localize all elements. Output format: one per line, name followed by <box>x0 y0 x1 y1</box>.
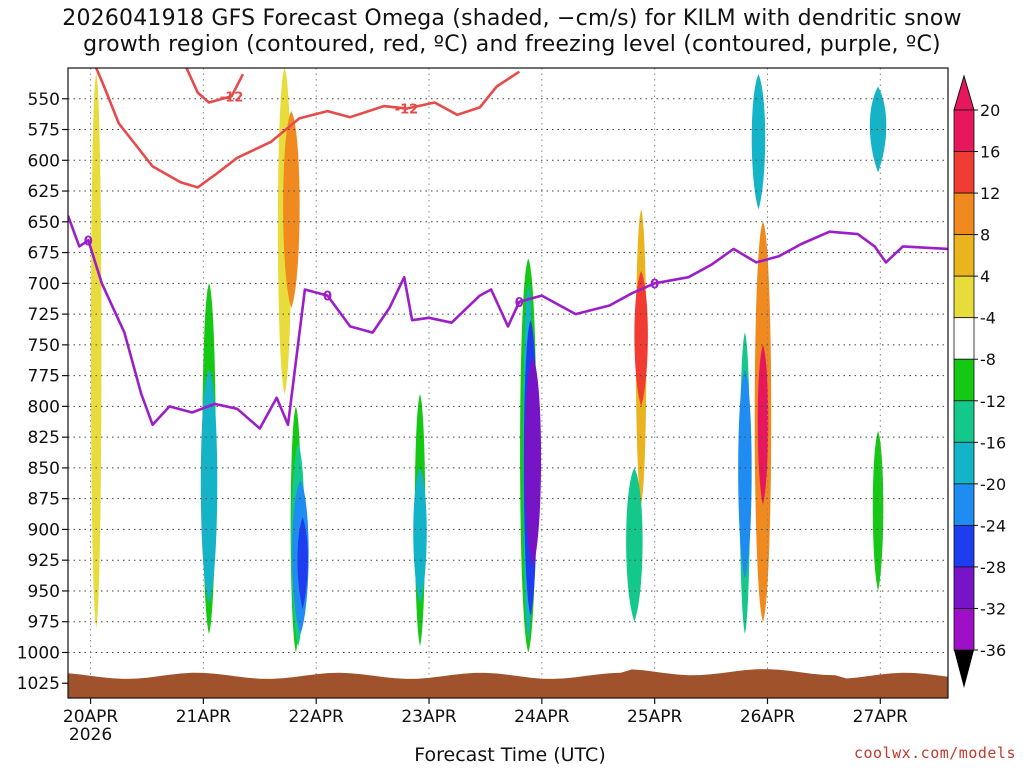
y-tick-label-675: 675 <box>28 244 60 264</box>
colorbar-label-4: 4 <box>980 267 990 286</box>
omega-shade-day4.8-neg <box>626 467 643 622</box>
y-tick-label-550: 550 <box>28 90 60 110</box>
terrain-band <box>68 669 948 698</box>
x-tick-label-20APR: 20APR <box>63 707 119 727</box>
y-tick-label-875: 875 <box>28 490 60 510</box>
contour-label: -12 <box>220 90 244 105</box>
colorbar-label-13: -36 <box>980 641 1006 660</box>
colorbar-label-5: -4 <box>980 309 996 328</box>
y-tick-label-850: 850 <box>28 459 60 479</box>
contour-label: 0 <box>323 290 332 305</box>
y-tick-label-725: 725 <box>28 305 60 325</box>
y-tick-label-825: 825 <box>28 428 60 448</box>
colorbar-swatch-12 <box>953 608 975 651</box>
x-tick-label-25APR: 25APR <box>627 707 683 727</box>
colorbar-swatch-2 <box>953 192 975 236</box>
omega-shade-day4.8-pos2 <box>634 271 648 407</box>
colorbar-label-8: -16 <box>980 433 1006 452</box>
colorbar-swatch-10 <box>953 524 975 568</box>
omega-shade-day1.8-c <box>297 517 308 610</box>
omega-shade-day5.8-neg2 <box>738 369 752 579</box>
x-tick-label-21APR: 21APR <box>176 707 232 727</box>
contour-1 <box>185 68 245 104</box>
omega-shade-day2.9-core <box>413 467 427 604</box>
y-tick-label-775: 775 <box>28 367 60 387</box>
colorbar-label-3: 8 <box>980 226 990 245</box>
x-tick-label-24APR: 24APR <box>514 707 570 727</box>
colorbar-top-arrow <box>953 74 975 111</box>
y-tick-label-650: 650 <box>28 213 60 233</box>
colorbar-swatch-6 <box>953 358 975 402</box>
x-tick-year: 2026 <box>69 725 112 745</box>
colorbar-label-1: 16 <box>980 143 1000 162</box>
colorbar-label-0: 20 <box>980 101 1000 120</box>
colorbar-swatch-1 <box>953 151 975 194</box>
colorbar-label-9: -20 <box>980 475 1006 494</box>
y-tick-label-700: 700 <box>28 274 60 294</box>
contour-label: -12 <box>395 103 419 118</box>
contour-2 <box>68 215 948 430</box>
omega-shade-day0-up <box>90 74 102 628</box>
colorbar-swatch-0 <box>953 109 975 152</box>
colorbar-label-11: -28 <box>980 558 1006 577</box>
colorbar-swatch-11 <box>953 566 975 609</box>
x-axis-label: Forecast Time (UTC) <box>414 744 606 766</box>
y-tick-label-1025: 1025 <box>17 674 60 694</box>
y-tick-label-900: 900 <box>28 520 60 540</box>
colorbar-swatch-4 <box>953 275 975 319</box>
y-tick-label-575: 575 <box>28 121 60 141</box>
chart-title-line1: 2026041918 GFS Forecast Omega (shaded, −… <box>62 6 962 31</box>
colorbar-label-12: -32 <box>980 599 1006 618</box>
colorbar-swatch-8 <box>953 441 975 485</box>
x-tick-label-22APR: 22APR <box>289 707 345 727</box>
omega-shade-day1.75-pos2 <box>283 111 300 308</box>
x-tick-label-27APR: 27APR <box>853 707 909 727</box>
chart-title-line2: growth region (contoured, red, ºC) and f… <box>83 32 941 57</box>
contour-label: 0 <box>84 234 93 249</box>
colorbar-swatch-9 <box>953 483 975 526</box>
plot-frame <box>67 67 949 699</box>
y-tick-label-950: 950 <box>28 582 60 602</box>
plot-area <box>68 68 948 698</box>
colorbar-label-7: -12 <box>980 392 1006 411</box>
y-tick-label-925: 925 <box>28 551 60 571</box>
y-tick-label-975: 975 <box>28 613 60 633</box>
omega-shade-day5.95-pos2 <box>757 344 769 505</box>
y-tick-label-750: 750 <box>28 336 60 356</box>
omega-shade-day1-core <box>200 369 218 604</box>
colorbar-label-2: 12 <box>980 184 1000 203</box>
omega-shade-day3.9-c <box>524 357 542 567</box>
colorbar-swatch-7 <box>953 400 975 443</box>
contour-label: 0 <box>515 296 524 311</box>
x-tick-label-23APR: 23APR <box>401 707 457 727</box>
colorbar-label-10: -24 <box>980 516 1006 535</box>
omega-shade-day5.9-top <box>751 74 766 210</box>
y-tick-label-625: 625 <box>28 182 60 202</box>
colorbar-bottom-arrow <box>954 650 974 688</box>
credit-link[interactable]: coolwx.com/models <box>853 744 1016 762</box>
y-tick-label-800: 800 <box>28 397 60 417</box>
colorbar-swatch-3 <box>953 234 975 277</box>
omega-shade-day7.0-neg <box>869 86 887 173</box>
x-tick-label-26APR: 26APR <box>740 707 796 727</box>
colorbar-swatch-5 <box>953 317 975 360</box>
contour-label: 0 <box>650 277 659 292</box>
y-tick-label-600: 600 <box>28 151 60 171</box>
contour-0 <box>95 68 521 189</box>
colorbar-label-6: -8 <box>980 350 996 369</box>
y-tick-label-1000: 1000 <box>17 643 60 663</box>
